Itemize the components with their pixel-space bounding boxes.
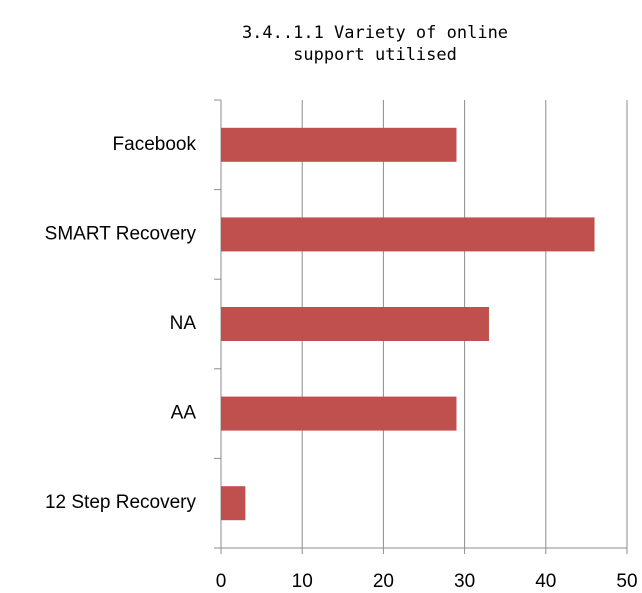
bar xyxy=(221,396,457,431)
y-tick-label: Facebook xyxy=(113,134,197,155)
x-tick-label: 10 xyxy=(292,571,313,592)
y-tick-label: SMART Recovery xyxy=(45,223,197,244)
x-tick-label: 30 xyxy=(454,571,475,592)
x-tick-label: 20 xyxy=(373,571,394,592)
y-tick-label: AA xyxy=(171,403,197,424)
y-tick-label: 12 Step Recovery xyxy=(45,492,197,513)
bar xyxy=(221,127,457,162)
bar xyxy=(221,307,489,341)
x-tick-label: 40 xyxy=(535,571,556,592)
bar xyxy=(221,486,246,521)
x-tick-label: 50 xyxy=(616,571,637,592)
chart-title: 3.4..1.1 Variety of online support utili… xyxy=(241,23,509,65)
x-tick-label: 0 xyxy=(216,571,227,592)
y-tick-label: NA xyxy=(170,313,197,334)
bar xyxy=(221,217,595,252)
